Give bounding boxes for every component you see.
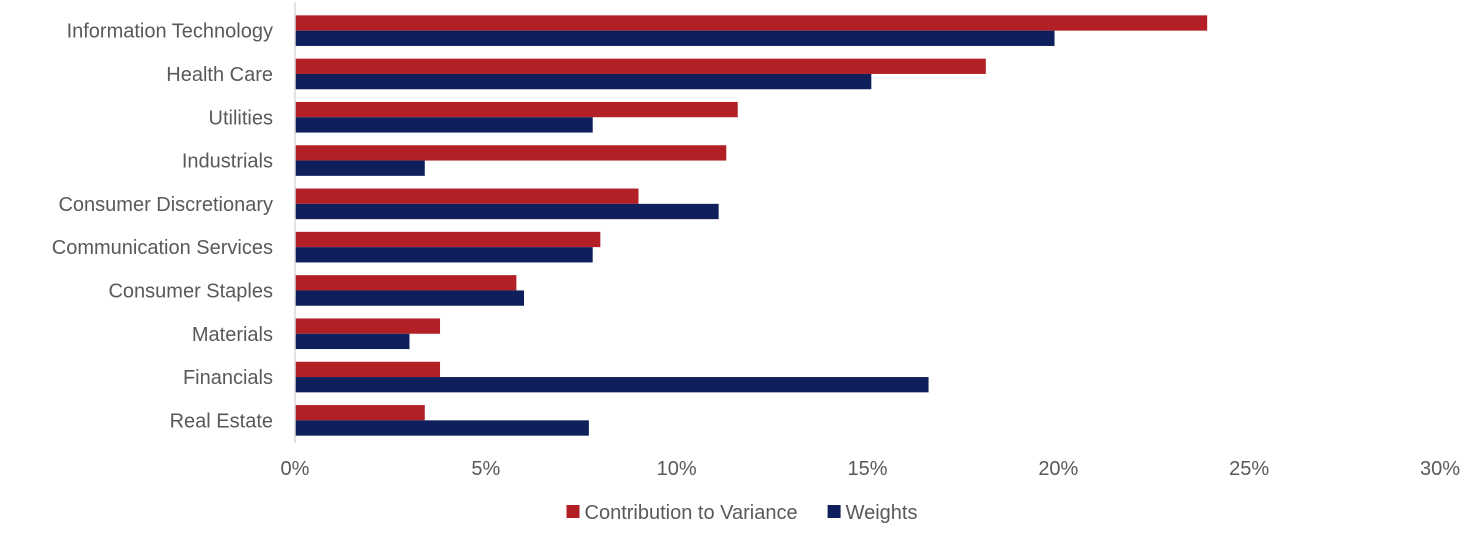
bar-weights xyxy=(295,203,719,220)
bar-weights xyxy=(295,333,410,350)
category-label: Materials xyxy=(192,324,273,346)
x-tick-label: 20% xyxy=(1038,458,1078,480)
category-label: Utilities xyxy=(209,107,273,129)
bar-weights xyxy=(295,117,593,133)
category-labels: Information Technology Health Care Utiliti… xyxy=(52,21,273,433)
bar-contribution xyxy=(295,405,425,421)
bar-contribution xyxy=(295,275,517,291)
x-tick-label: 5% xyxy=(471,458,500,480)
category-label: Industrials xyxy=(182,151,273,173)
bar-weights xyxy=(295,160,425,176)
category-label: Financials xyxy=(183,367,273,389)
bar-weights xyxy=(295,30,1055,46)
category-label: Information Technology xyxy=(67,21,273,43)
bar-contribution xyxy=(295,101,738,118)
bar-weights xyxy=(295,73,872,90)
x-tick-label: 10% xyxy=(657,458,697,480)
category-label: Real Estate xyxy=(170,410,273,432)
bar-weights xyxy=(295,290,524,306)
legend-swatch xyxy=(566,505,580,518)
bar-weights xyxy=(295,420,589,436)
bar-contribution xyxy=(295,188,639,204)
category-label: Consumer Staples xyxy=(108,280,273,302)
x-tick-label: 30% xyxy=(1420,458,1460,480)
legend-label: Contribution to Variance xyxy=(585,502,798,524)
bars-layer xyxy=(295,15,1208,436)
category-label: Consumer Discretionary xyxy=(58,194,273,216)
category-label: Communication Services xyxy=(52,237,273,259)
bar-contribution xyxy=(295,318,441,334)
legend-label: Weights xyxy=(846,502,918,524)
bar-weights xyxy=(295,377,929,393)
category-label: Health Care xyxy=(166,64,273,86)
bar-contribution xyxy=(295,58,986,74)
x-axis-tick-labels: 0% 5% 10% 15% 20% 25% 30% xyxy=(281,458,1461,480)
legend: Contribution to Variance Weights xyxy=(566,502,918,524)
bar-contribution xyxy=(295,231,601,248)
x-tick-label: 25% xyxy=(1229,458,1269,480)
legend-swatch xyxy=(827,505,841,518)
bar-contribution xyxy=(295,145,727,161)
bar-contribution xyxy=(295,15,1208,31)
bar-weights xyxy=(295,247,593,263)
x-tick-label: 0% xyxy=(281,458,310,480)
bar-contribution xyxy=(295,361,441,378)
x-tick-label: 15% xyxy=(847,458,887,480)
